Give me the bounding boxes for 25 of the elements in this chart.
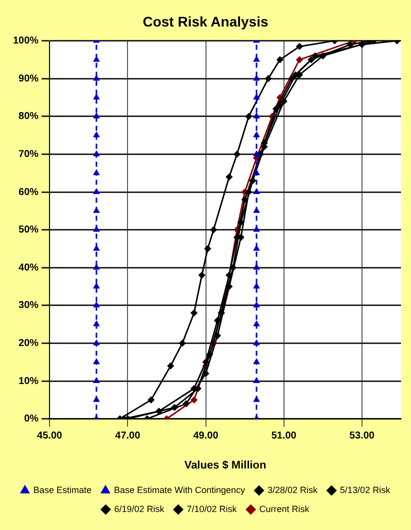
x-tick-label: 45.00: [37, 430, 63, 442]
x-tick-label: 53.00: [349, 430, 375, 442]
legend-label: 6/19/02 Risk: [114, 504, 165, 514]
legend-label: 5/13/02 Risk: [340, 484, 391, 495]
x-axis-title: Values $ Million: [184, 459, 267, 472]
chart-title: Cost Risk Analysis: [142, 13, 268, 30]
y-tick-label: 60%: [18, 186, 39, 198]
legend-label: Base Estimate With Contingency: [114, 484, 246, 495]
y-tick-label: 70%: [18, 148, 39, 160]
legend-label: Current Risk: [259, 504, 310, 514]
legend-label: Base Estimate: [33, 484, 92, 495]
y-tick-label: 40%: [18, 262, 39, 274]
y-tick-label: 10%: [18, 376, 39, 387]
legend-label: 7/10/02 Risk: [186, 504, 238, 514]
y-tick-label: 50%: [18, 224, 39, 236]
y-tick-label: 20%: [18, 338, 39, 349]
y-tick-label: 100%: [13, 36, 39, 47]
legend-label: 3/28/02 Risk: [268, 484, 318, 495]
x-tick-label: 47.00: [115, 430, 141, 442]
x-tick-label: 51.00: [271, 430, 297, 442]
y-tick-label: 0%: [24, 414, 39, 425]
y-tick-label: 80%: [18, 111, 39, 122]
x-tick-label: 49.00: [193, 430, 219, 442]
y-tick-label: 90%: [18, 73, 39, 84]
y-tick-label: 30%: [18, 300, 39, 312]
